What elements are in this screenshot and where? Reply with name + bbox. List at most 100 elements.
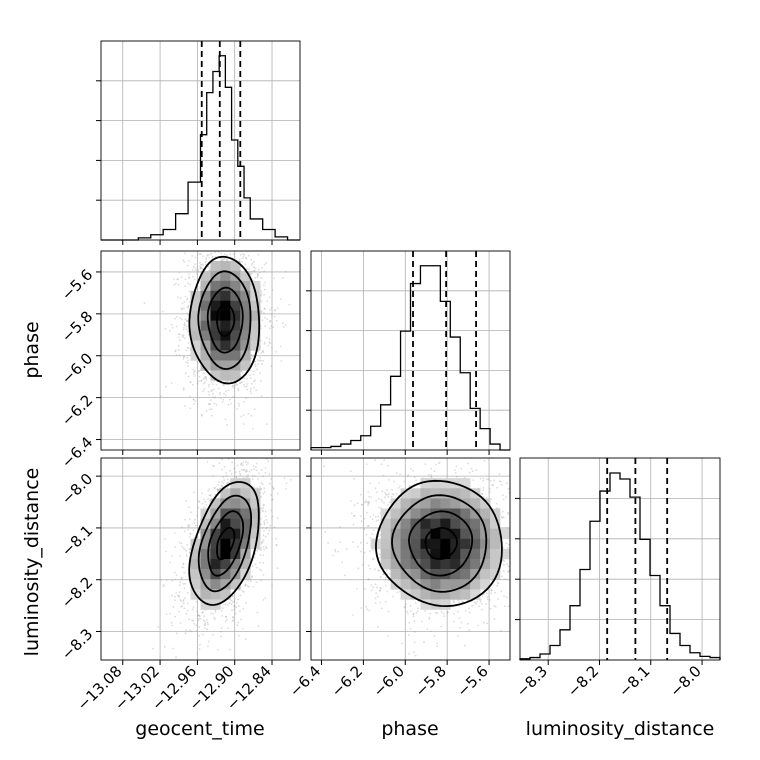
scatter-point [231,595,234,597]
scatter-point [240,618,243,621]
scatter-point [412,612,415,615]
density-cell [200,589,211,600]
scatter-point [198,369,201,372]
density-cell [220,559,231,570]
density-cell [240,350,251,361]
scatter-point [218,488,220,491]
scatter-point [262,574,265,576]
scatter-point [261,509,264,512]
scatter-point [507,547,509,549]
density-cell [230,280,241,292]
scatter-point [376,626,379,628]
scatter-point [203,627,206,630]
scatter-point [184,285,186,288]
scatter-point [198,615,201,618]
scatter-point [212,392,214,395]
scatter-point [165,550,168,553]
scatter-point [192,368,195,371]
scatter-point [245,638,247,641]
scatter-point [240,415,243,418]
scatter-point [424,463,427,466]
density-cell [200,569,211,580]
scatter-point [209,403,212,405]
scatter-point [372,586,374,588]
scatter-point [260,311,263,314]
scatter-point [227,381,230,383]
scatter-point [182,328,185,331]
density-cell [250,340,261,351]
density-cell [240,290,251,302]
scatter-point [181,302,184,305]
scatter-point [186,602,189,605]
scatter-point [263,530,265,532]
scatter-point [260,481,263,484]
scatter-point [502,516,505,519]
scatter-point [262,546,265,548]
contour-line [188,481,260,606]
density-cell [220,340,231,351]
scatter-point [264,515,267,518]
scatter-point [251,262,254,264]
scatter-point [182,602,185,604]
scatter-point [224,257,226,260]
scatter-point [194,400,197,403]
scatter-point [268,327,271,330]
scatter-point [242,469,245,472]
scatter-point [246,377,249,380]
scatter-point [182,357,185,360]
scatter-point [253,269,256,272]
scatter-point [179,599,182,601]
scatter-point [334,550,337,553]
density-cell [220,538,231,550]
scatter-point [245,397,248,399]
density-cell [240,498,251,509]
scatter-point [262,539,265,541]
scatter-point [384,601,387,603]
scatter-point [262,350,264,352]
scatter-point [374,515,377,518]
density-cell [200,290,211,302]
scatter-point [183,356,185,358]
scatter-point [517,520,519,522]
density-cell [230,320,241,331]
scatter-point [264,597,267,599]
scatter-point [268,341,271,344]
scatter-point [184,582,187,585]
scatter-point [188,551,191,554]
scatter-point [249,390,252,392]
scatter-point [212,474,214,477]
scatter-point [212,383,215,386]
scatter-point [215,383,218,386]
scatter-point [211,389,214,392]
scatter-point [239,452,241,454]
density-cell [240,320,251,331]
scatter-point [221,486,224,488]
scatter-point [198,614,201,617]
scatter-point [241,261,244,263]
scatter-point [197,536,199,539]
scatter-point [198,370,200,373]
scatter-point [186,356,188,359]
scatter-point [218,481,221,483]
scatter-point [236,464,239,467]
scatter-point [205,375,208,378]
scatter-point [199,267,202,270]
scatter-point [233,600,236,603]
scatter-point [274,309,277,312]
scatter-point [284,324,287,327]
scatter-point [216,488,219,491]
scatter-point [269,342,272,345]
scatter-point [184,278,187,281]
scatter-point [241,589,244,592]
scatter-point [266,532,269,535]
scatter-point [171,324,173,326]
scatter-point [209,253,212,256]
scatter-point [201,492,203,495]
scatter-point [262,351,265,354]
scatter-point [207,623,209,626]
scatter-point [500,590,503,593]
density-cell [230,478,241,489]
scatter-point [242,253,244,256]
scatter-point [218,387,220,390]
scatter-point [468,456,470,458]
